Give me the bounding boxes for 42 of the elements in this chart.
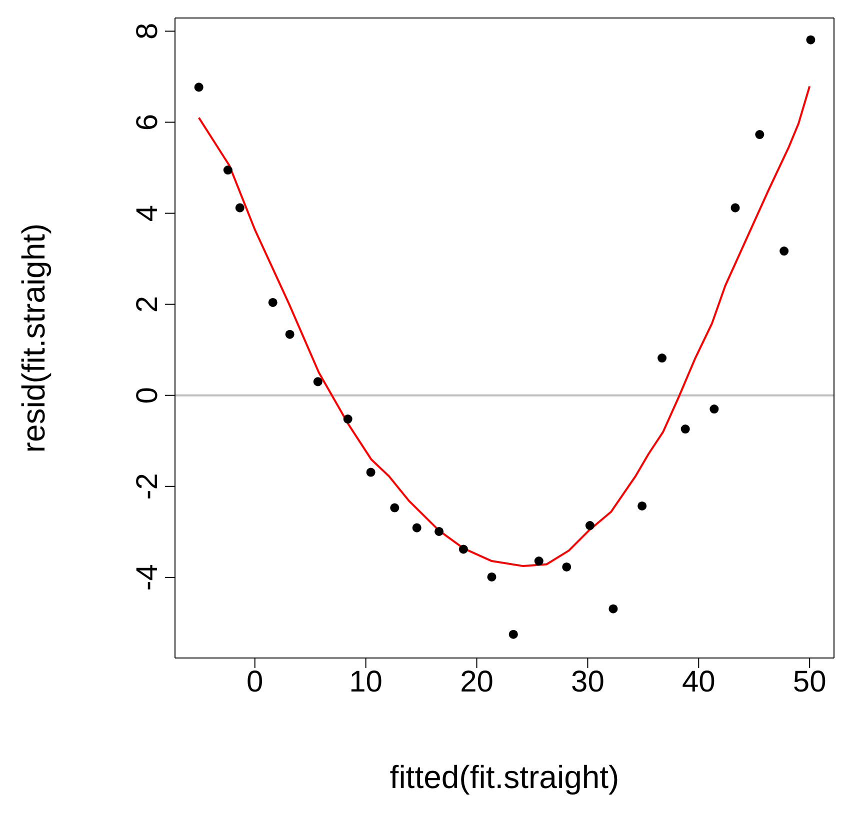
point [585,521,594,530]
point [710,404,719,414]
point [434,526,444,536]
point [780,246,789,256]
y-tick-label: 6 [131,114,164,131]
x-tick-label: 10 [349,665,383,698]
x-tick-label: 30 [571,665,604,698]
y-tick-label: -2 [131,473,164,500]
point [366,468,376,477]
point [458,544,468,554]
x-tick-label: 0 [246,665,264,698]
y-tick-label: 2 [131,296,164,313]
y-axis-title: resid(fit.straight) [15,223,52,453]
x-tick-label: 20 [460,665,494,698]
point [194,82,204,92]
point [223,166,232,175]
x-axis-title: fitted(fit.straight) [390,759,620,795]
point [343,414,352,424]
y-tick-label: 8 [131,22,164,40]
point [313,377,322,386]
point [534,556,544,566]
point [268,298,278,307]
point [562,562,572,572]
point [755,130,764,140]
point [285,330,294,339]
point [508,630,518,639]
point [806,35,816,44]
point [730,203,740,212]
point [658,354,667,363]
point [638,501,647,510]
x-tick-label: 40 [682,665,716,698]
point [608,604,618,614]
point [412,523,422,532]
point [487,572,496,582]
point [680,424,690,434]
y-tick-label: 4 [131,204,164,222]
y-tick-label: -4 [131,564,164,591]
point [390,503,400,512]
point [235,203,244,212]
line-series [198,85,811,568]
x-tick-label: 50 [792,665,826,698]
y-tick-label: 0 [131,387,164,404]
